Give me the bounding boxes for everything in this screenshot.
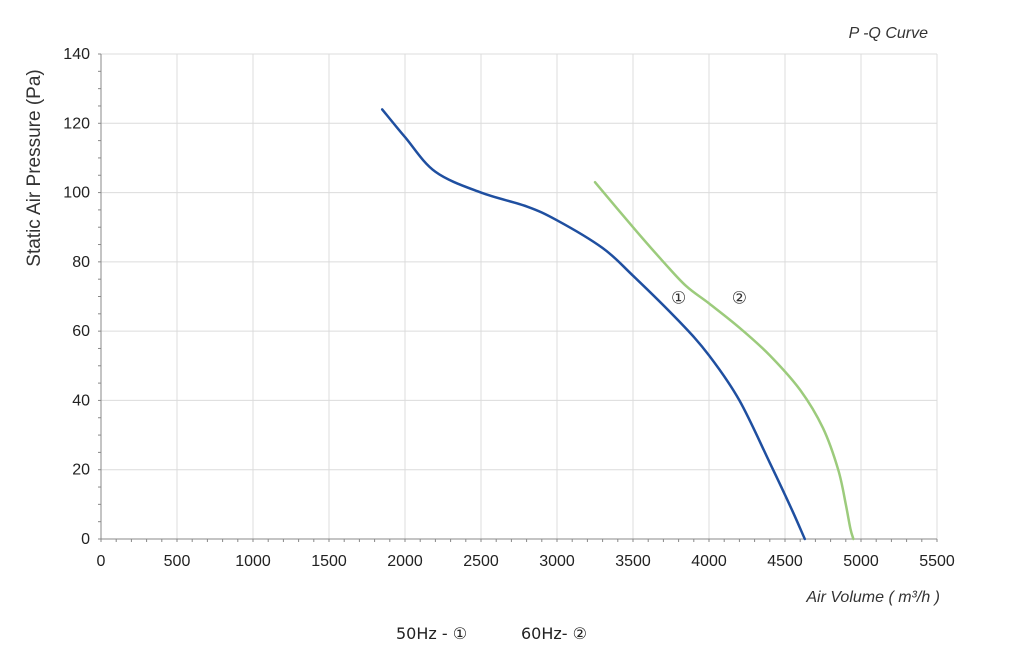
x-tick-label: 4000 [691,553,727,570]
x-tick-label: 5000 [843,553,879,570]
y-tick-label: 0 [81,531,90,548]
series-line-2 [593,180,855,541]
series-label-1: ① [671,288,686,308]
y-tick-label: 40 [72,392,90,409]
x-tick-label: 4500 [767,553,803,570]
y-axis: 0 20 40 60 80 100 120 140 [63,46,102,548]
y-tick-label: 120 [63,115,90,132]
series-lines [380,108,855,541]
y-tick-label: 80 [72,254,90,271]
x-tick-label: 0 [97,553,106,570]
x-tick-label: 3000 [539,553,575,570]
y-tick-label: 100 [63,185,90,202]
legend-item-60hz: 60Hz- ② [521,624,587,643]
x-tick-label: 500 [164,553,191,570]
x-axis: 0 500 1000 1500 2000 2500 3000 3500 4000 4500 5000… [97,538,955,570]
grid-lines [100,53,938,540]
series-label-2: ② [732,288,747,308]
chart-title: P -Q Curve [849,25,929,42]
legend: 50Hz - ① 60Hz- ② [0,620,1024,650]
y-axis-title: Static Air Pressure (Pa) [24,69,45,266]
x-tick-label: 5500 [919,553,955,570]
x-tick-label: 3500 [615,553,651,570]
x-tick-label: 2000 [387,553,423,570]
x-axis-title: Air Volume ( m³/h ) [805,589,940,606]
y-tick-label: 20 [72,462,90,479]
legend-item-50hz: 50Hz - ① [396,624,468,643]
series-line-1 [380,108,807,541]
x-tick-label: 2500 [463,553,499,570]
x-tick-label: 1500 [311,553,347,570]
y-tick-label: 140 [63,46,90,63]
y-tick-label: 60 [72,323,90,340]
pq-curve-chart: 0 500 1000 1500 2000 2500 3000 3500 4000 4500 5000… [24,25,955,606]
x-tick-label: 1000 [235,553,271,570]
